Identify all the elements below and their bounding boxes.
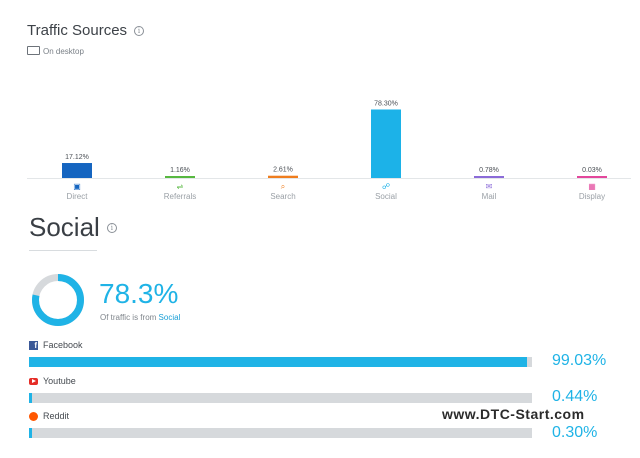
youtube-name: Youtube (43, 376, 76, 386)
category-direct[interactable]: ▣ Direct (47, 182, 107, 201)
traffic-sources-chart: 17.12% 1.16% 2.61% 78.30% 0.78% 0.03% ▣ Direct… (27, 95, 631, 205)
social-title: Social (29, 212, 100, 242)
donut-arc (32, 274, 84, 326)
bar-search[interactable] (268, 175, 298, 178)
social-percent-caption: Of traffic is from Social (100, 313, 180, 322)
youtube-percent: 0.44% (552, 388, 598, 405)
traffic-chart-svg: 17.12% 1.16% 2.61% 78.30% 0.78% 0.03% (27, 100, 631, 179)
bar-mail[interactable] (474, 176, 504, 178)
category-label: Display (578, 192, 606, 201)
bar-referrals[interactable] (165, 176, 195, 178)
reddit-bar-fill (29, 428, 32, 438)
facebook-percent: 99.03% (552, 352, 607, 369)
social-underline (29, 250, 97, 251)
category-label: Referrals (163, 192, 197, 201)
social-link[interactable]: Social (158, 313, 181, 322)
bar-value-label-display: 0.03% (582, 167, 602, 174)
facebook-bar-fill (29, 357, 528, 367)
category-label: Social (375, 192, 397, 201)
social-header: Social i (29, 212, 117, 243)
reddit-bar-track (29, 428, 532, 438)
category-search[interactable]: ⌕ Search (253, 182, 313, 201)
bar-direct[interactable] (62, 163, 92, 178)
youtube-icon (29, 377, 38, 385)
bar-value-label-mail: 0.78% (479, 167, 499, 174)
social-percent: 78.3% (99, 278, 179, 309)
referrals-icon: ⇌ (176, 182, 184, 191)
facebook-icon: f (29, 340, 38, 350)
traffic-sources-title: Traffic Sources (27, 22, 128, 39)
youtube-label: Youtube (29, 376, 76, 386)
facebook-bar-track (29, 357, 532, 367)
reddit-icon (29, 411, 38, 421)
mail-icon: ✉ (485, 182, 493, 191)
device-label: On desktop (43, 46, 84, 56)
bar-value-label-referrals: 1.16% (170, 167, 190, 174)
category-mail[interactable]: ✉ Mail (459, 182, 519, 201)
youtube-bar-track (29, 393, 532, 403)
reddit-name: Reddit (43, 411, 70, 421)
category-social[interactable]: ☍ Social (356, 182, 416, 201)
bar-value-label-search: 2.61% (273, 167, 293, 174)
social-share-donut (32, 274, 84, 326)
direct-icon: ▣ (73, 182, 81, 191)
category-label: Search (270, 192, 296, 201)
bar-value-label-social: 78.30% (374, 100, 398, 107)
category-referrals[interactable]: ⇌ Referrals (150, 182, 210, 201)
facebook-label: f Facebook (29, 340, 83, 350)
category-display[interactable]: ▦ Display (562, 182, 622, 201)
device-indicator: On desktop (27, 46, 84, 56)
watermark-text: www.DTC-Start.com (442, 406, 585, 422)
bar-social[interactable] (371, 109, 401, 178)
youtube-bar-fill (29, 393, 32, 403)
caption-prefix: Of traffic is from (100, 313, 157, 322)
display-icon: ▦ (588, 182, 596, 191)
bar-value-label-direct: 17.12% (65, 154, 89, 161)
reddit-label: Reddit (29, 411, 69, 421)
bar-display[interactable] (577, 176, 607, 178)
category-label: Direct (66, 192, 88, 201)
reddit-percent: 0.30% (552, 424, 598, 441)
desktop-monitor-icon (27, 46, 40, 56)
traffic-sources-header: Traffic Sources i (27, 22, 145, 39)
facebook-name: Facebook (43, 340, 83, 350)
search-icon: ⌕ (280, 182, 286, 191)
category-label: Mail (481, 192, 497, 201)
info-icon[interactable]: i (106, 222, 117, 233)
social-icon: ☍ (381, 182, 391, 191)
info-icon[interactable]: i (134, 25, 145, 36)
